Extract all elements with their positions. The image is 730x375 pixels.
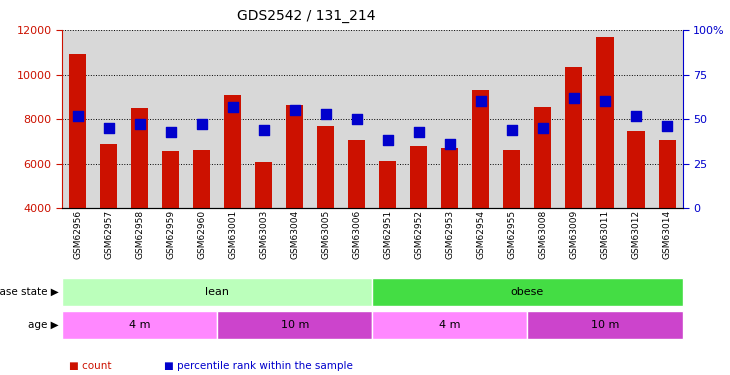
Point [351,116,363,122]
Text: ■ count: ■ count [69,361,112,370]
Point [320,111,331,117]
Bar [255,162,272,208]
Bar [318,126,334,208]
Bar [566,67,583,208]
Point [599,98,611,104]
Text: obese: obese [511,286,544,297]
Text: age ▶: age ▶ [28,320,58,330]
Bar [193,150,210,208]
Point [413,129,425,135]
Bar [628,131,645,208]
Text: disease state ▶: disease state ▶ [0,286,58,297]
Bar [504,150,520,208]
Bar [596,37,613,208]
Text: 4 m: 4 m [129,320,150,330]
Bar [534,107,551,208]
Point [661,123,673,129]
Point [444,141,456,147]
Text: 10 m: 10 m [280,320,309,330]
Point [630,112,642,118]
Bar [100,144,117,208]
Bar [162,152,179,208]
Point [506,127,518,133]
Point [72,112,83,118]
Bar [658,140,675,208]
Text: ■ percentile rank within the sample: ■ percentile rank within the sample [164,361,353,370]
Point [537,125,549,131]
Bar [380,161,396,208]
Text: GDS2542 / 131_214: GDS2542 / 131_214 [237,9,376,23]
Bar [442,148,458,208]
Text: lean: lean [205,286,229,297]
Text: 4 m: 4 m [439,320,461,330]
Point [258,127,269,133]
Bar [410,146,427,208]
Bar [286,105,303,208]
Bar [131,108,148,208]
Point [196,122,207,128]
Point [134,122,145,128]
Point [289,107,301,113]
Bar [472,90,489,208]
Point [227,104,239,110]
Point [568,95,580,101]
Text: 10 m: 10 m [591,320,619,330]
Bar [224,94,241,208]
Point [382,138,393,144]
Bar [348,140,365,208]
Bar [69,54,86,208]
Point [165,129,177,135]
Point [103,125,115,131]
Point [475,98,487,104]
